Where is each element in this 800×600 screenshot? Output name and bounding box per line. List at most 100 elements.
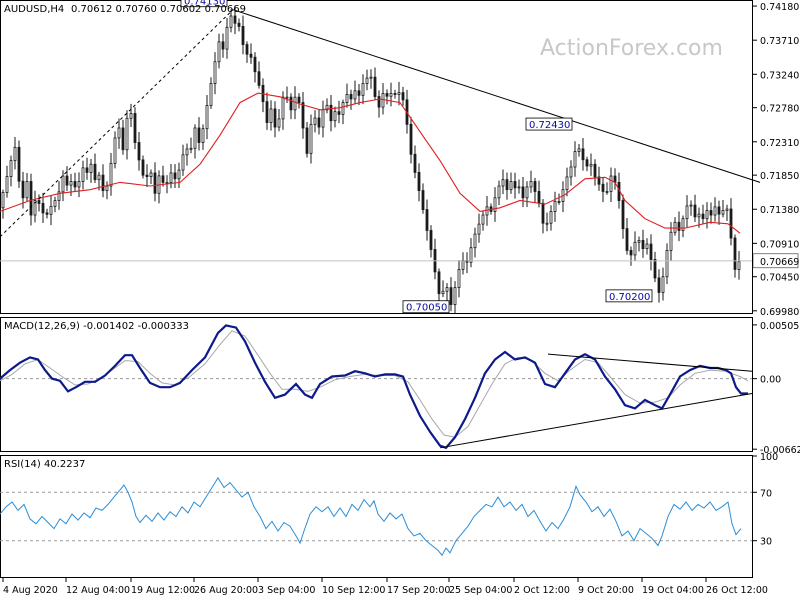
price-y-axis: 0.74180 0.73710 0.73240 0.72780 0.72310 0.718… (752, 2, 799, 318)
candle-body (289, 96, 293, 111)
candle-body (393, 93, 397, 95)
price-tick-label: 0.72310 (760, 138, 799, 149)
time-tick-label: 4 Aug 2020 (3, 585, 58, 596)
candle-body (41, 203, 45, 214)
candle-body (409, 123, 413, 155)
rsi-tick-label: 70 (760, 488, 772, 499)
candle-body (417, 172, 421, 191)
candle-body (57, 191, 61, 201)
candle-body (685, 205, 689, 220)
level-annotation-label: 0.72430 (529, 120, 570, 131)
candle-body (145, 174, 149, 177)
level-annotation-label: 0.70050 (406, 303, 447, 314)
candle-body (381, 93, 385, 108)
candle-body (605, 191, 609, 193)
candle-body (153, 172, 157, 194)
candle-body (637, 240, 641, 243)
level-annotation-box (180, 0, 228, 8)
candle-body (277, 118, 281, 128)
price-tick-label: 0.71850 (760, 171, 799, 182)
candle-body (241, 25, 245, 45)
level-annotation-label: 0.70200 (609, 292, 650, 303)
candle-body (693, 204, 697, 218)
candle-body (29, 181, 33, 216)
candle-body (453, 287, 457, 305)
candle-body (493, 197, 497, 212)
time-tick-label: 19 Aug 12:00 (131, 585, 195, 596)
candle-body (497, 185, 501, 199)
candle-body (361, 83, 365, 96)
candle-body (105, 185, 109, 191)
candle-body (121, 127, 125, 151)
candle-body (177, 169, 181, 180)
candle-body (297, 96, 301, 103)
candle-body (377, 96, 381, 108)
candle-body (313, 117, 317, 125)
candle-body (445, 287, 449, 292)
candle-body (185, 148, 189, 156)
current-price-label: 0.70669 (760, 257, 799, 268)
candle-body (357, 90, 361, 96)
candle-body (49, 205, 53, 215)
candle-body (125, 117, 129, 151)
candle-body (633, 241, 637, 256)
candle-body (205, 105, 209, 130)
macd-tick-label: 0.00 (760, 375, 781, 386)
candle-body (457, 269, 461, 289)
candle-body (337, 111, 341, 115)
candle-body (341, 102, 345, 115)
macd-marks (0, 324, 753, 450)
candle-body (581, 148, 585, 161)
candle-body (301, 102, 305, 129)
candle-body (249, 53, 253, 58)
candle-body (721, 210, 725, 215)
candle-body (549, 211, 553, 224)
candle-body (193, 127, 197, 149)
candle-body (697, 213, 701, 218)
candle-body (73, 181, 77, 188)
candle-body (601, 183, 605, 192)
candle-body (253, 56, 257, 73)
candle-body (689, 204, 693, 207)
level-annotation-label: 0.74130 (184, 0, 225, 8)
moving-average-line (0, 92, 741, 234)
candle-body (385, 93, 389, 97)
macd-y-axis: 0.005052 0.00 -0.006629 (752, 321, 800, 456)
candle-body (5, 176, 9, 193)
candle-body (653, 259, 657, 279)
candle-body (161, 175, 165, 183)
time-tick-label: 19 Oct 04:00 (642, 585, 704, 596)
candle-body (9, 160, 13, 177)
candle-body (269, 108, 273, 123)
candle-body (541, 202, 545, 224)
price-tick-label: 0.73240 (760, 70, 799, 81)
candle-body (37, 200, 41, 204)
candle-body (521, 186, 525, 199)
candle-body (565, 176, 569, 191)
price-tick-label: 0.70450 (760, 273, 799, 284)
candle-body (449, 287, 453, 305)
candle-body (513, 181, 517, 189)
candle-body (717, 206, 721, 215)
rsi-tick-label: 30 (760, 537, 772, 548)
candle-body (517, 186, 521, 189)
candle-body (1, 192, 5, 209)
candle-body (505, 179, 509, 191)
candle-body (45, 212, 49, 215)
candle-body (557, 201, 561, 203)
candle-body (349, 94, 353, 100)
candle-body (537, 191, 541, 204)
symbol-label: AUDUSD,H4 (4, 4, 64, 15)
price-panel: 0.74180 0.73710 0.73240 0.72780 0.72310 0.718… (0, 0, 799, 318)
candle-body (461, 259, 465, 270)
candle-body (593, 163, 597, 178)
candle-body (437, 271, 441, 295)
ohlc-readout: 0.70612 0.70760 0.70602 0.70669 (71, 4, 246, 15)
candle-body (625, 228, 629, 251)
candle-body (545, 222, 549, 225)
candle-body (429, 230, 433, 250)
macd-tick-label: -0.006629 (760, 445, 800, 456)
candle-body (265, 101, 269, 123)
